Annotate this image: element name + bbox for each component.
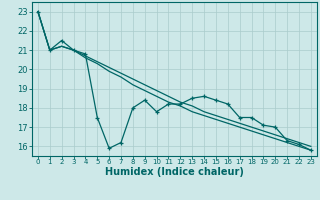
X-axis label: Humidex (Indice chaleur): Humidex (Indice chaleur) [105, 167, 244, 177]
